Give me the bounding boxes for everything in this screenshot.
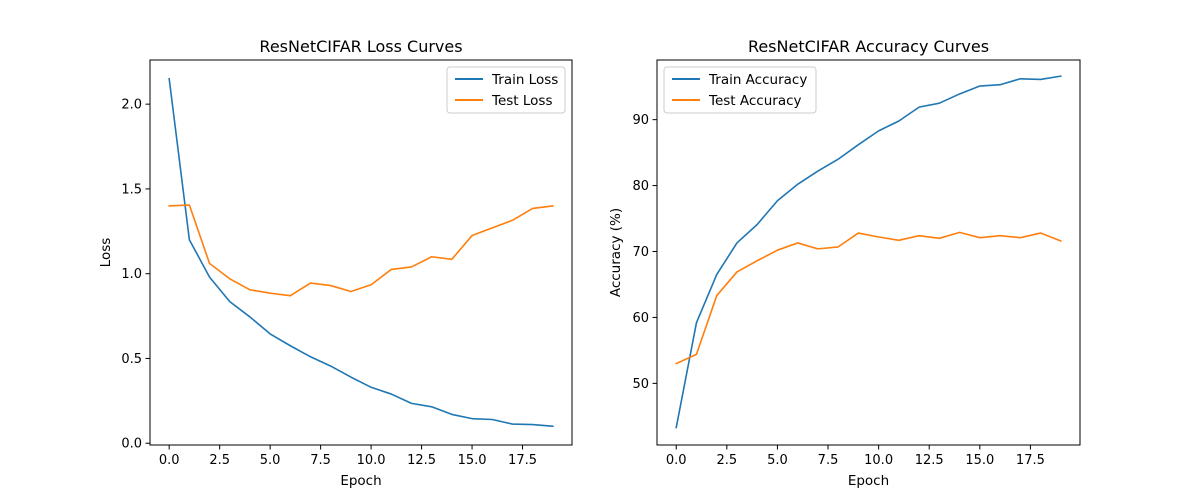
accuracy-x-tick-label: 15.0	[965, 453, 994, 468]
loss-chart: ResNetCIFAR Loss Curves 0.0 2.5 5.0 7.5 10.0…	[98, 37, 573, 489]
accuracy-ticks: 0.0 2.5 5.0 7.5 10.0 12.5 15.0 17.5 50 60 70 80 90	[632, 113, 1044, 468]
loss-x-tick-label: 0.0	[159, 453, 180, 468]
accuracy-y-tick-label: 50	[632, 377, 649, 392]
loss-y-tick-label: 2.0	[121, 98, 142, 113]
accuracy-x-tick-label: 0.0	[666, 453, 687, 468]
loss-x-tick-label: 5.0	[260, 453, 281, 468]
test-loss-line	[168, 204, 554, 297]
accuracy-x-tick-label: 7.5	[818, 453, 839, 468]
accuracy-legend: Train Accuracy Test Accuracy	[663, 66, 817, 114]
accuracy-plot-lines	[675, 75, 1062, 429]
loss-x-tick-label: 10.0	[357, 453, 386, 468]
loss-ticks: 0.0 2.5 5.0 7.5 10.0 12.5 15.0 17.5 0.0 0.5 1.0 1.5…	[121, 98, 537, 468]
loss-x-tick-label: 7.5	[310, 453, 331, 468]
loss-x-tick-label: 12.5	[407, 453, 436, 468]
loss-x-tick-label: 17.5	[508, 453, 537, 468]
accuracy-y-tick-label: 80	[632, 179, 649, 194]
loss-legend: Train Loss Test Loss	[446, 66, 566, 114]
accuracy-x-tick-label: 12.5	[915, 453, 944, 468]
accuracy-y-tick-label: 90	[632, 113, 649, 128]
accuracy-x-tick-label: 2.5	[716, 453, 737, 468]
accuracy-y-tick-label: 70	[632, 245, 649, 260]
train-loss-line	[168, 77, 554, 428]
accuracy-x-tick-label: 5.0	[767, 453, 788, 468]
loss-plot-lines	[168, 77, 554, 428]
loss-chart-title: ResNetCIFAR Loss Curves	[259, 37, 462, 56]
loss-y-tick-label: 0.0	[121, 437, 142, 452]
loss-x-tick-label: 2.5	[209, 453, 230, 468]
accuracy-axes-frame	[656, 59, 1081, 446]
loss-y-axis-label: Loss	[98, 238, 114, 268]
loss-axes-frame	[149, 59, 573, 446]
loss-y-tick-label: 1.5	[121, 182, 142, 197]
loss-x-axis-label: Epoch	[340, 473, 381, 489]
loss-y-tick-label: 1.0	[121, 267, 142, 282]
accuracy-legend-train-label: Train Accuracy	[708, 72, 807, 88]
accuracy-y-axis-label: Accuracy (%)	[608, 208, 624, 297]
accuracy-chart-title: ResNetCIFAR Accuracy Curves	[748, 37, 989, 56]
accuracy-chart: ResNetCIFAR Accuracy Curves 0.0 2.5 5.0 7.5…	[608, 37, 1081, 489]
accuracy-legend-test-label: Test Accuracy	[708, 93, 802, 109]
loss-legend-train-label: Train Loss	[491, 72, 558, 88]
accuracy-y-tick-label: 60	[632, 311, 649, 326]
accuracy-legend-box	[663, 66, 817, 114]
loss-y-tick-label: 0.5	[121, 352, 142, 367]
accuracy-x-tick-label: 10.0	[864, 453, 893, 468]
train-accuracy-line	[675, 75, 1062, 429]
accuracy-x-axis-label: Epoch	[848, 473, 889, 489]
accuracy-x-tick-label: 17.5	[1016, 453, 1045, 468]
loss-legend-test-label: Test Loss	[491, 93, 553, 109]
loss-x-tick-label: 15.0	[458, 453, 487, 468]
test-accuracy-line	[675, 231, 1062, 365]
